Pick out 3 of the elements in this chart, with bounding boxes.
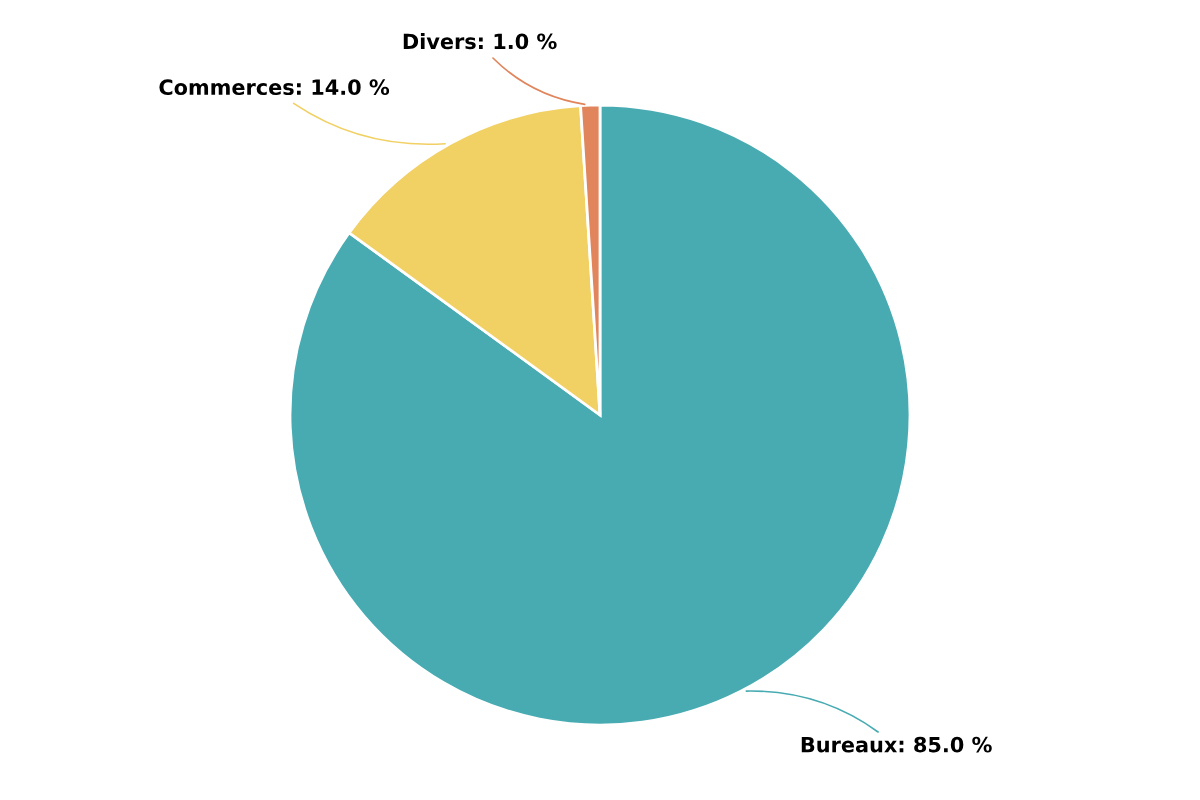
- slice-label: Divers: 1.0 %: [403, 33, 557, 50]
- slice-label: Bureaux: 85.0 %: [801, 736, 992, 753]
- slice-label: Commerces: 14.0 %: [159, 79, 390, 96]
